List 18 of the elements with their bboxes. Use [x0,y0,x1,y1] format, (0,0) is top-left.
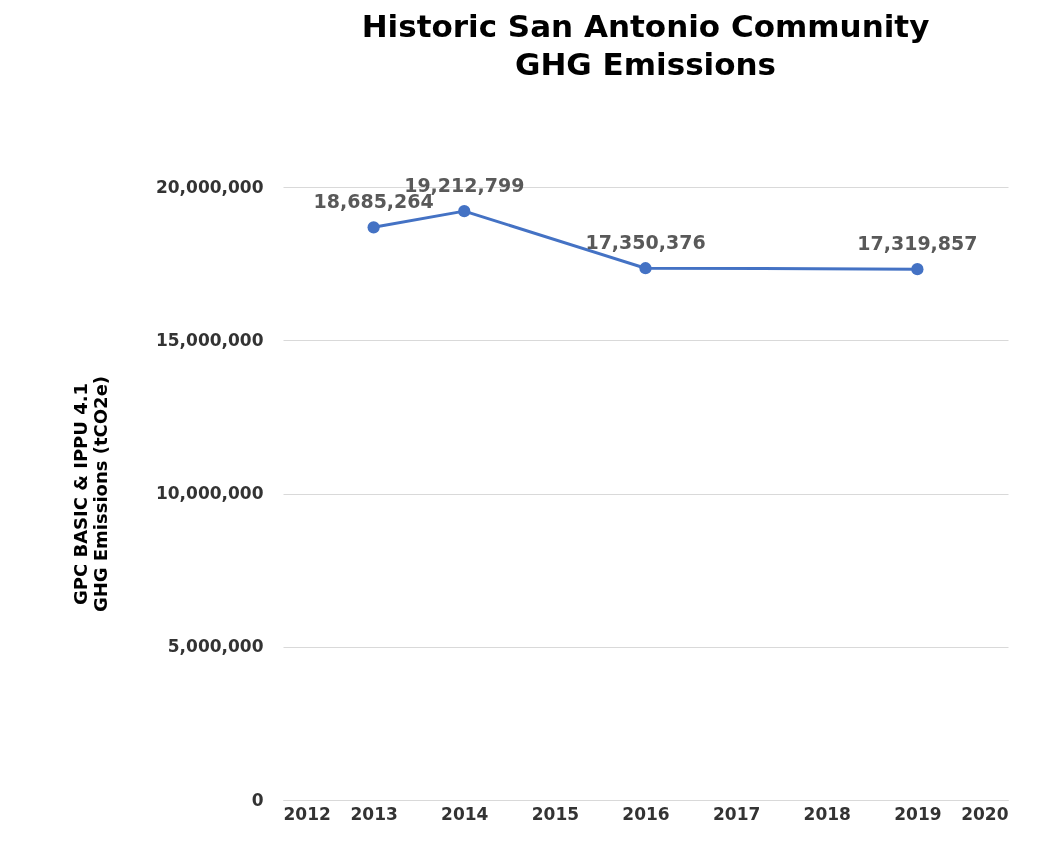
x-tick-label: 2019 [894,803,942,824]
data-label: 17,319,857 [857,232,978,255]
x-tick-label: 2013 [350,803,398,824]
y-tick-label: 20,000,000 [155,176,264,197]
x-tick-label: 2012 [283,803,331,824]
chart-title: Historic San Antonio Community GHG Emissions [361,8,930,83]
data-label: 17,350,376 [585,231,706,254]
x-tick-label: 2014 [441,803,489,824]
x-tick-label: 2020 [961,803,1009,824]
x-tick-label: 2016 [622,803,670,824]
x-tick-label: 2015 [531,803,580,824]
y-tick-label: 5,000,000 [167,636,264,657]
y-tick-label: 0 [251,789,264,810]
y-tick-label: 15,000,000 [155,329,264,350]
x-tick-label: 2017 [712,803,761,824]
y-tick-label: 10,000,000 [155,483,264,503]
y-axis-title: GPC BASIC & IPPU 4.1 GHG Emissions (tCO2e) [69,375,111,613]
x-tick-label: 2018 [803,803,851,824]
